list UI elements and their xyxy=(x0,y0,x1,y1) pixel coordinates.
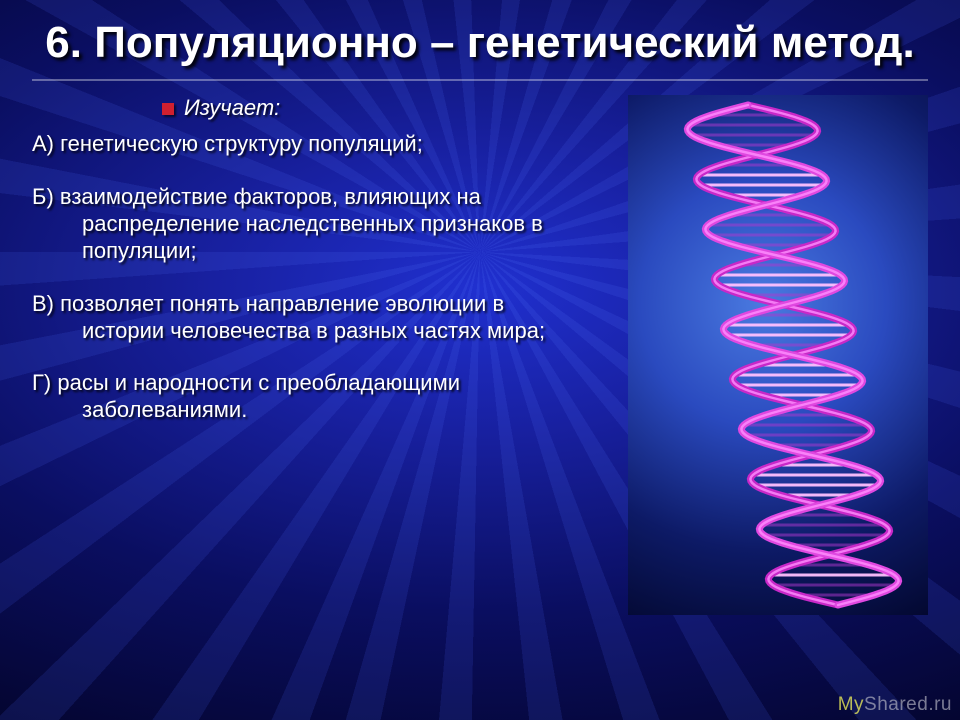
text-column: Изучает: А) генетическую структуру попул… xyxy=(32,95,608,615)
list-item: А) генетическую структуру популяций; xyxy=(32,131,552,158)
dna-image xyxy=(628,95,928,615)
slide-title: 6. Популяционно – генетический метод. xyxy=(32,18,928,81)
list-item: В) позволяет понять направление эволюции… xyxy=(32,291,552,345)
watermark: MyShared.ru xyxy=(838,694,952,716)
content-row: Изучает: А) генетическую структуру попул… xyxy=(32,95,928,615)
studies-label: Изучает: xyxy=(184,95,280,120)
watermark-suffix: Shared.ru xyxy=(864,694,952,715)
studies-line: Изучает: xyxy=(162,95,608,122)
list-item: Г) расы и народности с преобладающими за… xyxy=(32,370,552,424)
bullet-square-icon xyxy=(162,103,174,115)
slide-container: 6. Популяционно – генетический метод. Из… xyxy=(0,0,960,720)
list-item: Б) взаимодействие факторов, влияющих на … xyxy=(32,184,552,264)
dna-helix-icon xyxy=(628,95,928,615)
watermark-prefix: My xyxy=(838,694,864,715)
